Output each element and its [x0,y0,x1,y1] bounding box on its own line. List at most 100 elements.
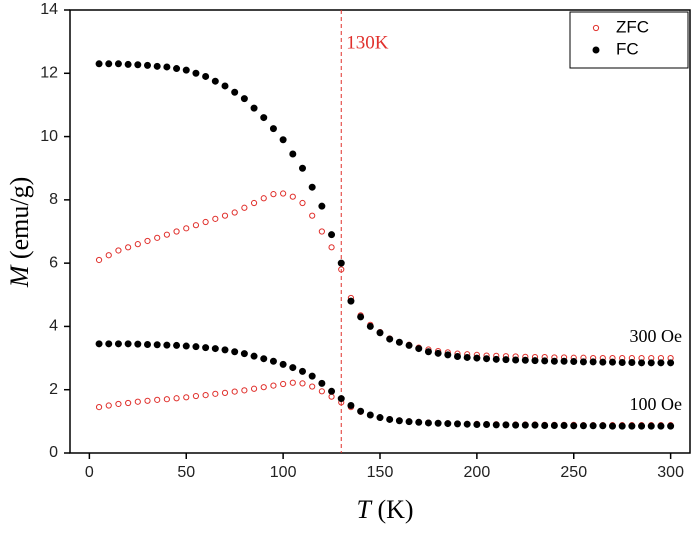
point [231,388,238,395]
point [231,209,238,216]
point [173,341,181,349]
point [279,360,287,368]
point [125,399,132,407]
point [318,202,326,210]
point [299,199,306,207]
point [134,61,142,69]
point [163,63,171,71]
point [250,104,258,112]
point [638,359,646,367]
point [638,422,646,430]
point [318,228,325,235]
point [279,136,287,144]
point [618,422,626,430]
point [483,355,491,363]
point [376,414,384,422]
point [192,222,200,229]
x-tick-label: 250 [560,464,587,481]
point [95,404,103,411]
point [618,359,626,367]
point [337,259,345,267]
point [182,66,190,74]
point [163,341,171,349]
point [512,356,520,364]
point [134,340,142,348]
point [599,358,607,366]
point [347,297,355,305]
point [512,421,520,429]
point [241,204,248,211]
point [424,419,432,427]
point [328,244,335,251]
point [463,420,471,428]
point [473,421,481,429]
x-tick-label: 200 [464,464,491,481]
y-tick-label: 0 [49,444,58,461]
point [153,62,161,70]
point [647,359,655,367]
point [328,393,335,400]
point [395,417,403,425]
x-label-symbol: T [356,495,372,524]
point [192,69,200,77]
point [318,388,325,395]
point [221,212,229,219]
point [560,421,568,429]
point [289,364,297,372]
point [657,422,665,430]
point [492,421,500,429]
point [328,231,336,239]
point [376,329,384,337]
point [154,234,161,241]
point [144,61,151,69]
x-tick-label: 0 [85,464,94,481]
point [144,397,151,404]
point [395,338,403,346]
y-label-symbol: M [5,264,34,288]
point [434,419,442,427]
y-label-unit: (emu/g) [5,177,34,259]
point [114,60,122,68]
point [609,358,616,366]
point [115,247,122,254]
x-tick-label: 300 [657,464,684,481]
point [309,212,316,219]
y-tick-label: 2 [49,381,58,398]
point [463,353,471,361]
point [328,387,336,395]
point [124,340,132,348]
point [95,60,103,68]
y-tick-label: 6 [49,254,58,271]
point [366,322,374,330]
point [154,396,161,403]
point [570,358,578,366]
point [192,392,200,400]
point [221,82,229,90]
point [667,359,675,367]
y-tick-label: 10 [40,128,58,145]
point [212,390,219,397]
point [492,355,500,363]
point [173,65,181,73]
point [105,402,112,409]
point [357,313,365,321]
point [250,385,258,392]
x-tick-label: 100 [270,464,297,481]
point [560,357,568,365]
point [95,340,103,348]
point [182,342,190,350]
point [415,418,423,426]
point [667,422,675,430]
legend-marker [592,24,600,32]
point [231,348,239,356]
point [405,341,413,349]
point [163,396,170,403]
point [163,231,170,238]
point [579,422,587,430]
x-tick-label: 50 [177,464,195,481]
point [211,77,219,85]
point [114,340,122,348]
point [240,95,248,103]
point [240,350,248,358]
